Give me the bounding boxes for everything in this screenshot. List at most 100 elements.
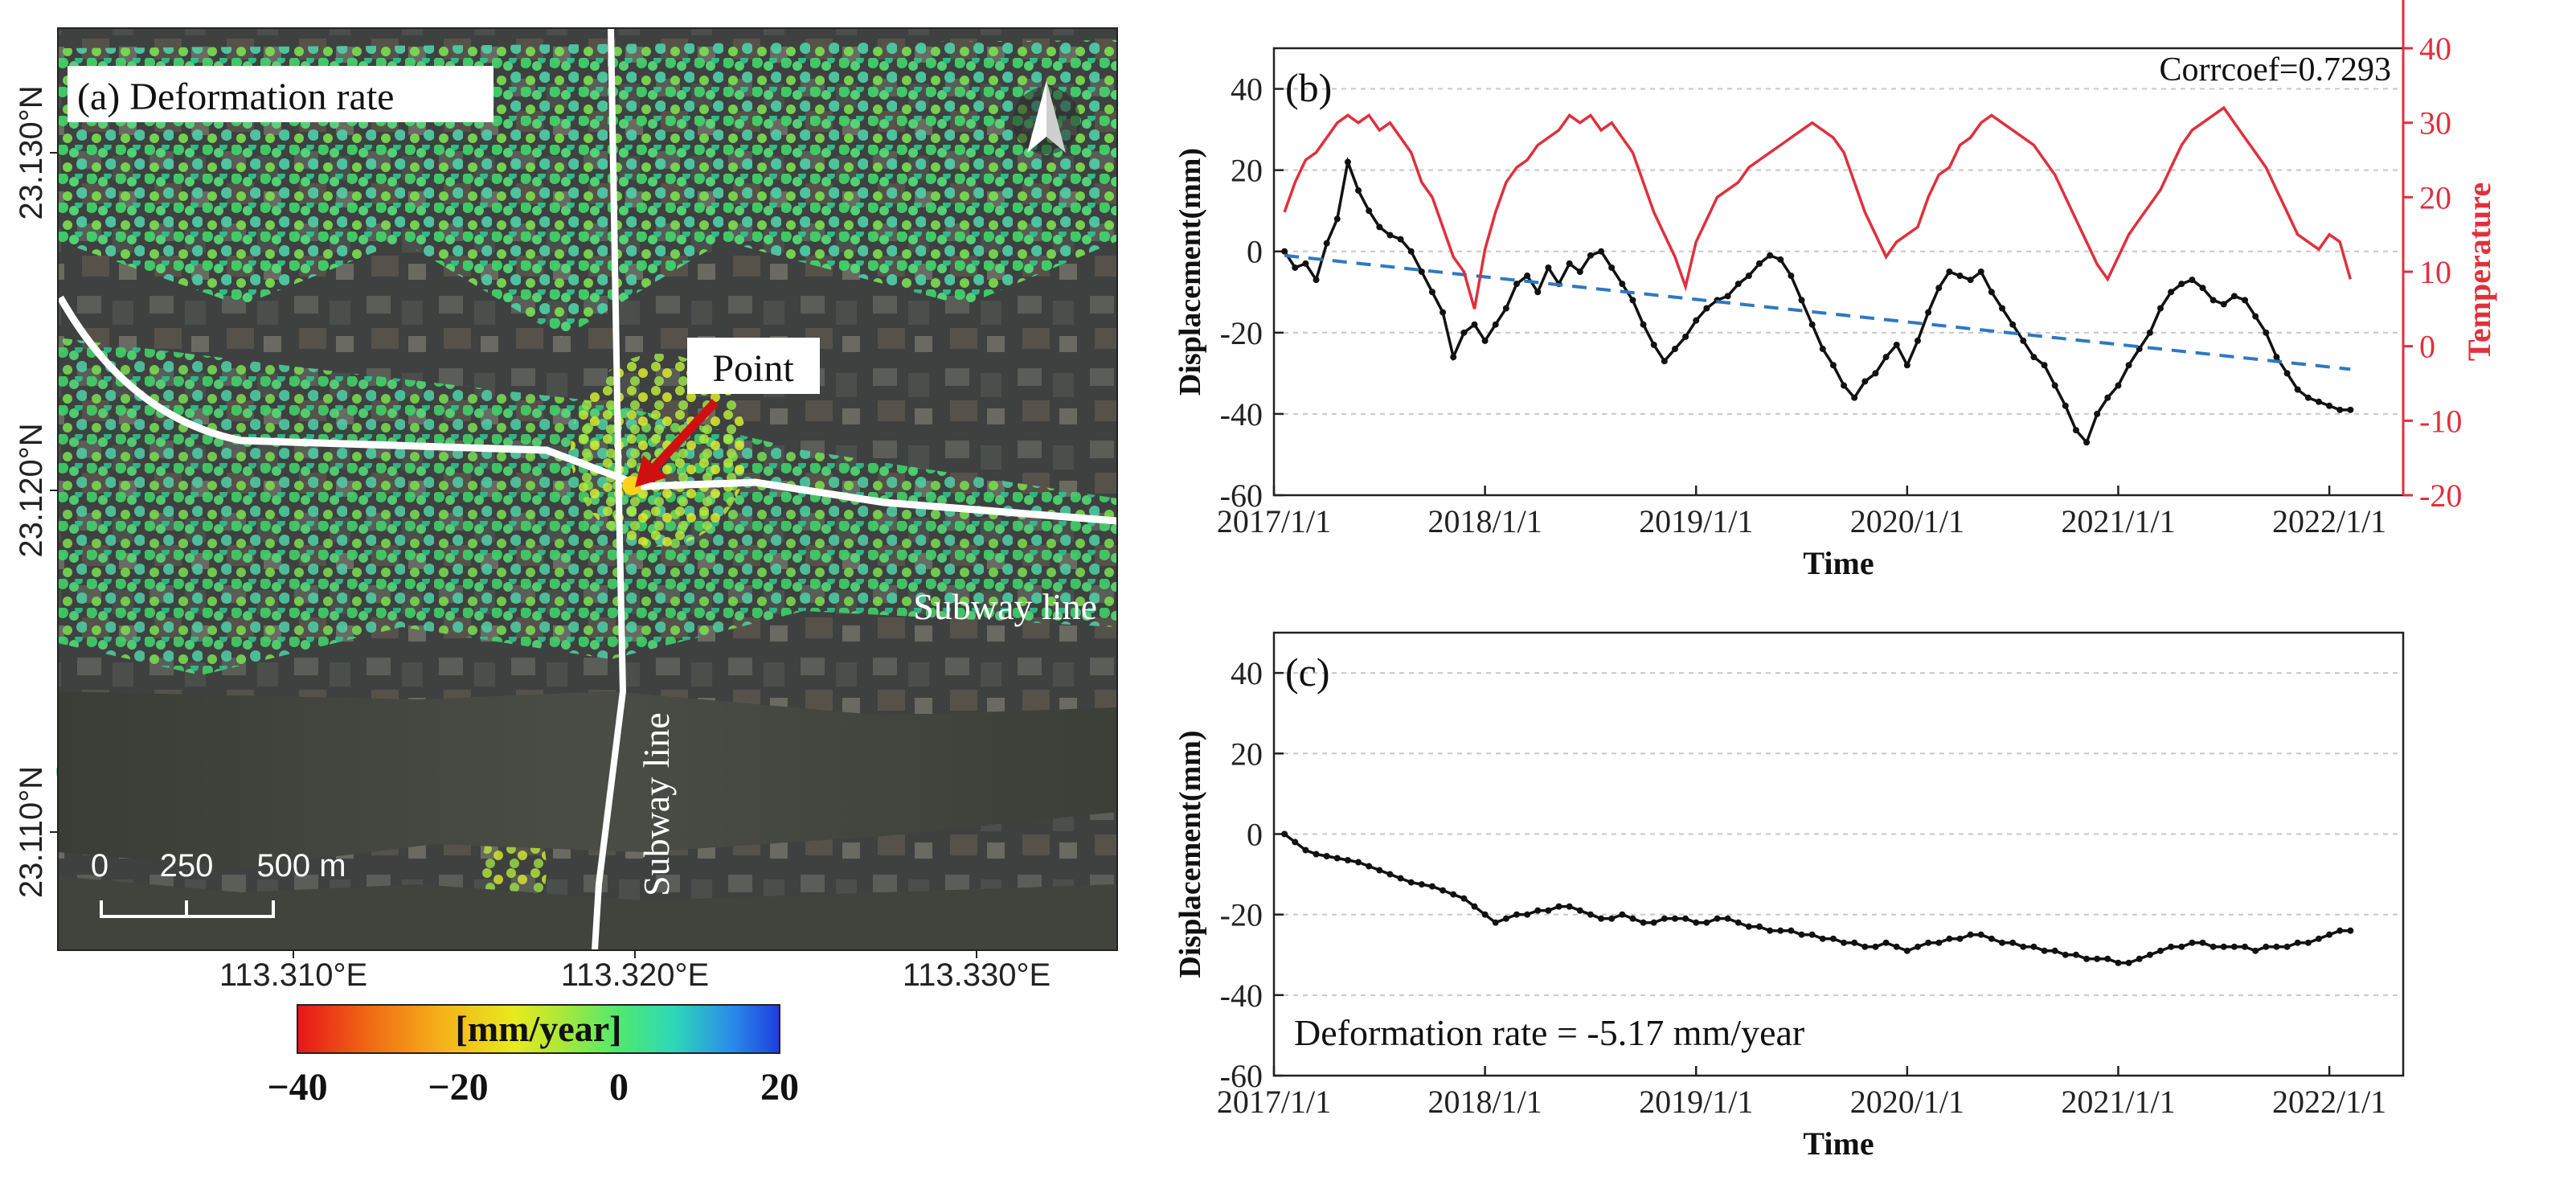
data-point <box>1788 273 1795 280</box>
right-axis: 40 30 20 10 0 -10 -20 Temperature <box>2402 0 2497 514</box>
data-point <box>2347 406 2354 413</box>
data-point <box>1724 915 1731 922</box>
x-axis-label: Time <box>1803 545 1874 581</box>
data-point <box>1481 911 1489 918</box>
data-point <box>1281 830 1288 838</box>
data-point <box>1682 915 1689 922</box>
data-point <box>1440 309 1447 316</box>
y-tick-label: 0 <box>1247 234 1263 270</box>
river-bank <box>58 876 1117 950</box>
data-point <box>2104 394 2111 401</box>
x-tick-label: 2019/1/1 <box>1639 1084 1753 1120</box>
data-point <box>2041 947 2048 954</box>
series-displacement-markers <box>1281 830 2354 966</box>
lon-tick-label: 113.330°E <box>903 957 1050 993</box>
data-point <box>1935 285 1943 292</box>
y-tick-label: 40 <box>1231 655 1263 691</box>
data-point <box>1502 915 1509 922</box>
x-tick-label: 2022/1/1 <box>2272 1084 2386 1120</box>
data-point <box>2315 398 2322 405</box>
data-point <box>1598 915 1605 922</box>
data-point <box>1376 867 1383 874</box>
data-point <box>1524 911 1531 918</box>
gridlines <box>1274 88 2403 496</box>
data-point <box>2242 297 2249 304</box>
data-point <box>1428 883 1435 890</box>
y-axis-label: Displacement(mm) <box>1173 730 1207 978</box>
data-point <box>2146 329 2153 336</box>
data-point <box>2125 959 2132 966</box>
correlation-annotation: Corrcoef=0.7293 <box>2160 51 2391 88</box>
data-point <box>1777 927 1784 934</box>
data-point <box>2230 293 2238 300</box>
scale-label-0: 0 <box>91 848 109 883</box>
y2-tick-label: -20 <box>2419 478 2462 514</box>
series-displacement-markers <box>1281 158 2354 446</box>
data-point <box>1513 911 1521 918</box>
data-point <box>1999 939 2006 946</box>
data-point <box>1640 321 1647 328</box>
data-point <box>2273 354 2280 361</box>
data-point <box>1366 863 1373 870</box>
colorbar-ticks: −40 −20 0 20 <box>267 1066 799 1109</box>
data-point <box>2062 951 2069 958</box>
data-point <box>2136 955 2143 962</box>
scale-label-250: 250 <box>160 848 214 883</box>
data-point <box>2294 939 2301 946</box>
deformation-rate-annotation: Deformation rate = -5.17 mm/year <box>1294 1012 1804 1053</box>
data-point <box>1661 915 1668 922</box>
data-point <box>1440 887 1447 894</box>
data-point <box>2041 362 2048 369</box>
point-label: Point <box>712 347 794 390</box>
point-label-box <box>687 338 820 394</box>
point-arrow-head <box>635 455 667 487</box>
data-point <box>1977 269 1984 275</box>
data-point <box>1956 935 1964 942</box>
data-point <box>1671 915 1678 922</box>
panel-label: (b) <box>1285 65 1332 110</box>
data-point <box>2304 394 2312 401</box>
data-point <box>1808 321 1816 328</box>
data-point <box>2168 289 2175 296</box>
data-point <box>1851 939 1858 946</box>
data-point <box>1418 881 1425 888</box>
data-point <box>1808 931 1816 938</box>
data-point <box>2178 281 2185 288</box>
series-displacement-line <box>1283 156 2351 445</box>
data-point <box>1988 289 1995 296</box>
colorbar-gradient <box>297 1004 780 1054</box>
data-point <box>2094 955 2101 962</box>
panel-label: (c) <box>1285 650 1330 695</box>
data-point <box>2199 285 2206 292</box>
y-axis-label: Displacement(mm) <box>1173 148 1207 396</box>
data-point <box>1703 305 1710 312</box>
data-point <box>1777 256 1784 263</box>
data-point <box>2094 410 2101 417</box>
x-tick-label: 2018/1/1 <box>1427 503 1542 539</box>
data-point <box>1450 891 1457 898</box>
subway-line-horizontal <box>57 295 1118 525</box>
data-point <box>1767 927 1774 934</box>
data-point <box>1566 260 1573 267</box>
y2-tick-label: 30 <box>2419 105 2451 141</box>
scale-label-500: 500 m <box>256 848 346 883</box>
data-point <box>2347 927 2354 934</box>
data-point <box>2252 947 2259 954</box>
x-tick-label: 2020/1/1 <box>1850 503 1964 539</box>
y-tick-label: -60 <box>1220 478 1263 514</box>
north-arrow-icon <box>1013 80 1080 154</box>
data-point <box>2009 321 2017 328</box>
data-point <box>1724 293 1731 300</box>
data-point <box>2051 947 2058 954</box>
data-point <box>2263 329 2270 336</box>
data-point <box>1302 847 1309 854</box>
y-tick-label: -60 <box>1220 1058 1263 1094</box>
lat-tick-label: 23.120°N <box>14 423 49 557</box>
y2-tick-label: 10 <box>2419 254 2451 290</box>
data-point <box>2146 951 2153 958</box>
data-point <box>1323 240 1330 247</box>
data-point <box>1397 236 1404 243</box>
data-point <box>1566 903 1573 910</box>
data-point <box>1756 923 1763 930</box>
